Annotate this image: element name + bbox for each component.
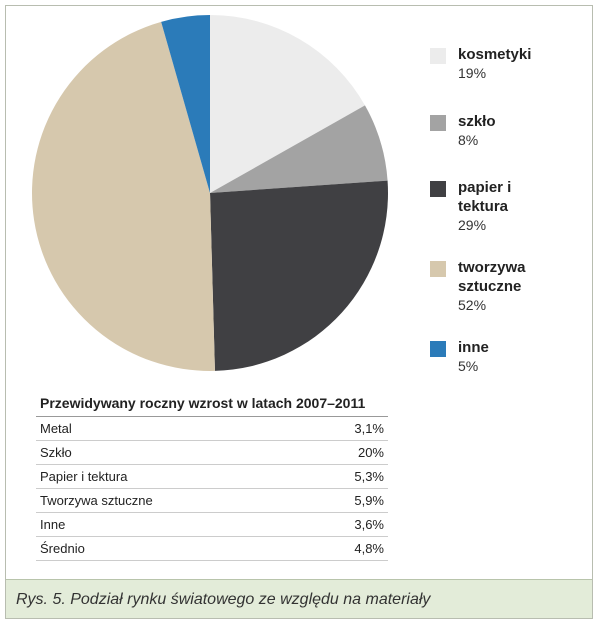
growth-table: Przewidywany roczny wzrost w latach 2007…: [36, 393, 388, 561]
legend-swatch: [430, 48, 446, 64]
table-row: Inne 3,6%: [36, 513, 388, 537]
table-row: Szkło 20%: [36, 441, 388, 465]
legend-label: inne: [458, 339, 489, 356]
frame: [5, 5, 593, 619]
row-label: Średnio: [40, 541, 85, 556]
table-row: Papier i tektura 5,3%: [36, 465, 388, 489]
legend-item: inne 5%: [430, 338, 560, 375]
pie-slice: [161, 15, 210, 193]
table-title: Przewidywany roczny wzrost w latach 2007…: [36, 393, 388, 417]
row-value: 3,1%: [354, 421, 384, 436]
legend-label: papier i tektura: [458, 179, 512, 215]
table-row: Metal 3,1%: [36, 417, 388, 441]
row-label: Metal: [40, 421, 72, 436]
legend-item: tworzywa sztuczne 52%: [430, 258, 560, 314]
row-label: Szkło: [40, 445, 72, 460]
legend-value: 19%: [458, 65, 487, 81]
row-label: Papier i tektura: [40, 469, 128, 484]
legend-swatch: [430, 115, 446, 131]
pie-slice: [210, 15, 365, 193]
table-row: Tworzywa sztuczne 5,9%: [36, 489, 388, 513]
legend-item: kosmetyki 19%: [430, 45, 560, 82]
legend-item: papier i tektura 29%: [430, 178, 560, 234]
caption: Rys. 5. Podział rynku światowego ze wzgl…: [6, 579, 592, 618]
row-value: 20%: [357, 445, 384, 460]
legend-value: 52%: [458, 297, 487, 313]
pie-slice: [210, 180, 388, 371]
legend-item: szkło 8%: [430, 112, 560, 149]
legend-value: 8%: [458, 132, 479, 148]
legend-swatch: [430, 341, 446, 357]
row-value: 4,8%: [354, 541, 384, 556]
legend-swatch: [430, 181, 446, 197]
legend-swatch: [430, 261, 446, 277]
row-value: 3,6%: [354, 517, 384, 532]
pie-slice: [210, 105, 388, 193]
legend-label: szkło: [458, 113, 496, 130]
legend-value: 5%: [458, 358, 479, 374]
row-value: 5,9%: [354, 493, 384, 508]
row-value: 5,3%: [354, 469, 384, 484]
legend-value: 29%: [458, 217, 487, 233]
row-label: Tworzywa sztuczne: [40, 493, 153, 508]
legend-label: tworzywa sztuczne: [458, 259, 526, 295]
table-row: Średnio 4,8%: [36, 537, 388, 561]
legend-label: kosmetyki: [458, 46, 532, 63]
row-label: Inne: [40, 517, 66, 532]
pie-slice: [31, 21, 215, 371]
